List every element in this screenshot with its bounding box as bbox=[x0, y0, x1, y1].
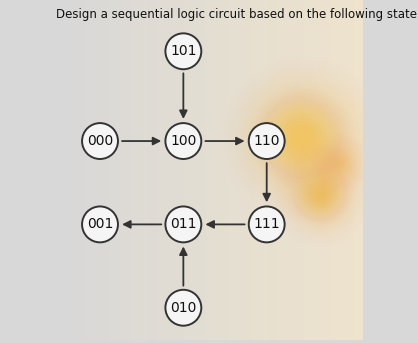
Circle shape bbox=[249, 123, 285, 159]
Circle shape bbox=[291, 127, 312, 148]
Circle shape bbox=[277, 113, 327, 163]
Circle shape bbox=[297, 132, 307, 143]
Circle shape bbox=[316, 190, 326, 201]
Text: 100: 100 bbox=[170, 134, 196, 148]
Circle shape bbox=[166, 123, 201, 159]
Circle shape bbox=[166, 206, 201, 243]
Text: Design a sequential logic circuit based on the following state graph:: Design a sequential logic circuit based … bbox=[56, 8, 418, 21]
Circle shape bbox=[249, 206, 285, 243]
Circle shape bbox=[166, 290, 201, 326]
Circle shape bbox=[82, 123, 118, 159]
Circle shape bbox=[269, 105, 335, 171]
Circle shape bbox=[289, 125, 315, 151]
Circle shape bbox=[166, 33, 201, 69]
Text: 001: 001 bbox=[87, 217, 113, 232]
Circle shape bbox=[289, 125, 315, 151]
Circle shape bbox=[82, 206, 118, 243]
Circle shape bbox=[293, 129, 311, 146]
Text: 011: 011 bbox=[170, 217, 196, 232]
Circle shape bbox=[285, 121, 319, 155]
Circle shape bbox=[313, 188, 329, 203]
Circle shape bbox=[294, 130, 310, 146]
Text: 111: 111 bbox=[253, 217, 280, 232]
Text: 101: 101 bbox=[170, 44, 196, 58]
Text: 110: 110 bbox=[253, 134, 280, 148]
Text: 000: 000 bbox=[87, 134, 113, 148]
Circle shape bbox=[281, 117, 323, 159]
Circle shape bbox=[273, 109, 331, 167]
Text: 010: 010 bbox=[170, 301, 196, 315]
